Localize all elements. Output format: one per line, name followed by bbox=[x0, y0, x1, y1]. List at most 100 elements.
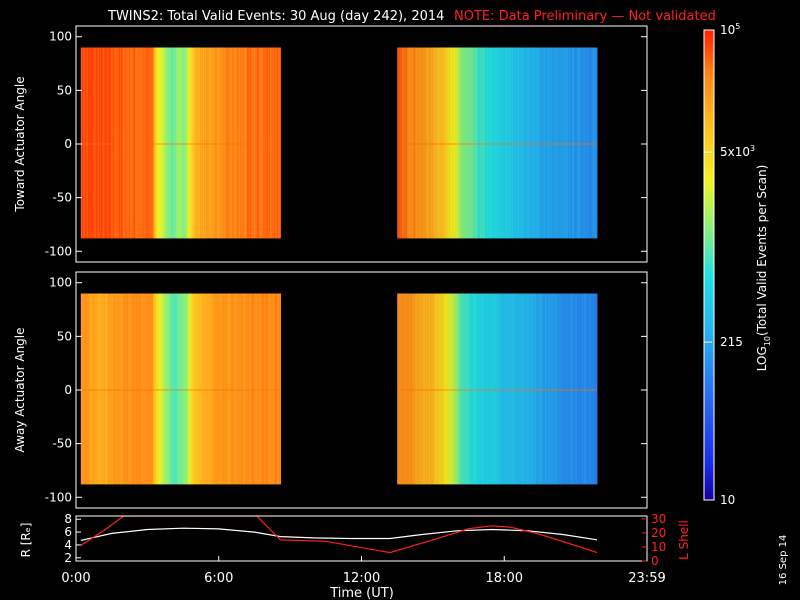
heatmap-column bbox=[255, 47, 257, 239]
heatmap-column bbox=[222, 47, 224, 239]
heatmap-column bbox=[583, 293, 585, 485]
heatmap-column bbox=[570, 47, 572, 239]
heatmap-column bbox=[158, 293, 160, 485]
heatmap-column bbox=[461, 47, 463, 239]
heatmap-column bbox=[440, 293, 442, 485]
heatmap-column bbox=[501, 293, 503, 485]
heatmap-column bbox=[209, 47, 211, 239]
heatmap-column bbox=[260, 293, 262, 485]
y-tick-label: 0 bbox=[64, 137, 72, 151]
heatmap-column bbox=[117, 293, 119, 485]
heatmap-column bbox=[128, 293, 130, 485]
heatmap-column bbox=[248, 293, 250, 485]
heatmap-column bbox=[206, 293, 208, 485]
heatmap-column bbox=[457, 47, 459, 239]
heatmap-column bbox=[266, 293, 268, 485]
heatmap-column bbox=[444, 47, 446, 239]
heatmap-column bbox=[184, 293, 186, 485]
heatmap-column bbox=[483, 47, 485, 239]
heatmap-column bbox=[86, 293, 88, 485]
heatmap-column bbox=[475, 293, 477, 485]
heatmap-column bbox=[452, 47, 454, 239]
heatmap-column bbox=[549, 47, 551, 239]
heatmap-column bbox=[273, 47, 275, 239]
heatmap-column bbox=[243, 293, 245, 485]
heatmap-column bbox=[589, 47, 591, 239]
heatmap-column bbox=[474, 47, 476, 239]
y-tick-label-left: 2 bbox=[64, 551, 72, 565]
heatmap-column bbox=[439, 293, 441, 485]
heatmap-column bbox=[562, 47, 564, 239]
heatmap-column bbox=[239, 47, 241, 239]
heatmap-column bbox=[215, 47, 217, 239]
heatmap-column bbox=[563, 293, 565, 485]
heatmap-column bbox=[497, 293, 499, 485]
heatmap-column bbox=[420, 47, 422, 239]
heatmap-column bbox=[586, 47, 588, 239]
heatmap-column bbox=[556, 47, 558, 239]
heatmap-column bbox=[267, 47, 269, 239]
heatmap-column bbox=[473, 293, 475, 485]
heatmap-column bbox=[252, 293, 254, 485]
heatmap-column bbox=[239, 293, 241, 485]
heatmap-column bbox=[397, 293, 399, 485]
heatmap-column bbox=[588, 293, 590, 485]
heatmap-column bbox=[276, 293, 278, 485]
heatmap-column bbox=[481, 293, 483, 485]
heatmap-column bbox=[167, 47, 169, 239]
heatmap-column bbox=[568, 47, 570, 239]
heatmap-column bbox=[131, 293, 133, 485]
heatmap-column bbox=[89, 293, 91, 485]
heatmap-column bbox=[454, 47, 456, 239]
heatmap-column bbox=[502, 293, 504, 485]
heatmap-column bbox=[231, 293, 233, 485]
y-tick-label: -100 bbox=[45, 490, 72, 504]
date-stamp: 16 Sep 14 bbox=[778, 535, 789, 586]
heatmap-column bbox=[278, 47, 280, 239]
heatmap-column bbox=[587, 47, 589, 239]
heatmap-column bbox=[136, 47, 138, 239]
heatmap-column bbox=[532, 47, 534, 239]
heatmap-column bbox=[410, 293, 412, 485]
heatmap-column bbox=[263, 293, 265, 485]
heatmap-column bbox=[149, 293, 151, 485]
heatmap-column bbox=[546, 47, 548, 239]
heatmap-column bbox=[524, 293, 526, 485]
heatmap-column bbox=[429, 293, 431, 485]
heatmap-column bbox=[543, 293, 545, 485]
heatmap-column bbox=[172, 47, 174, 239]
heatmap-column bbox=[228, 47, 230, 239]
heatmap-column bbox=[212, 293, 214, 485]
heatmap-column bbox=[548, 47, 550, 239]
heatmap-column bbox=[271, 47, 273, 239]
heatmap-column bbox=[99, 293, 101, 485]
heatmap-column bbox=[164, 293, 166, 485]
heatmap-column bbox=[93, 47, 95, 239]
heatmap-column bbox=[85, 47, 87, 239]
heatmap-away bbox=[80, 293, 598, 485]
heatmap-column bbox=[439, 47, 441, 239]
heatmap-column bbox=[100, 47, 102, 239]
heatmap-column bbox=[139, 293, 141, 485]
heatmap-column bbox=[81, 47, 83, 239]
heatmap-column bbox=[145, 293, 147, 485]
heatmap-column bbox=[157, 47, 159, 239]
heatmap-column bbox=[443, 293, 445, 485]
heatmap-column bbox=[246, 47, 248, 239]
heatmap-column bbox=[84, 47, 86, 239]
heatmap-column bbox=[176, 47, 178, 239]
heatmap-column bbox=[562, 293, 564, 485]
heatmap-column bbox=[425, 293, 427, 485]
heatmap-column bbox=[195, 293, 197, 485]
heatmap-column bbox=[511, 293, 513, 485]
heatmap-column bbox=[581, 293, 583, 485]
heatmap-column bbox=[254, 47, 256, 239]
heatmap-column bbox=[108, 47, 110, 239]
heatmap-column bbox=[175, 47, 177, 239]
heatmap-column bbox=[461, 293, 463, 485]
heatmap-column bbox=[229, 293, 231, 485]
heatmap-column bbox=[211, 47, 213, 239]
heatmap-column bbox=[196, 293, 198, 485]
heatmap-column bbox=[257, 293, 259, 485]
heatmap-column bbox=[161, 293, 163, 485]
